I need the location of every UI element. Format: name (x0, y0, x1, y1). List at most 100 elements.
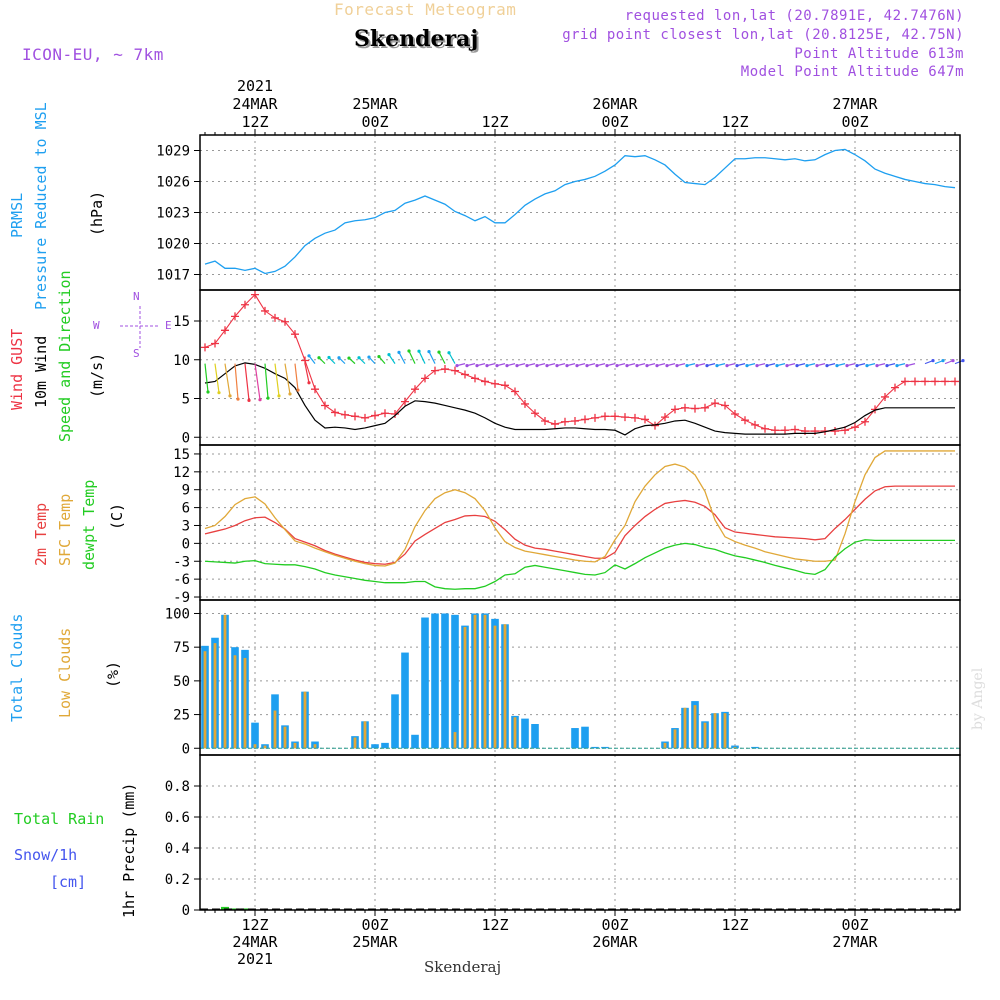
wind-arrow-head (931, 359, 935, 363)
wind-arrow-head (247, 398, 251, 402)
wind-arrow-head (357, 356, 361, 360)
wind-arrow-head (735, 364, 739, 368)
wind-arrow-head (277, 394, 281, 398)
bar-low-clouds (213, 643, 217, 749)
y-tick-label: 1023 (156, 206, 190, 222)
gust-marker (851, 423, 859, 432)
label-pressure-msl: Pressure Reduced to MSL (32, 102, 50, 310)
wind-arrow-head (317, 356, 321, 360)
panel-frame-wind (199, 289, 961, 446)
wind-arrow-head (296, 388, 300, 392)
time-label-top: 12Z (721, 113, 748, 131)
bar-total-clouds (381, 742, 389, 749)
wind-arrow-head (327, 355, 331, 360)
bar-total-clouds (571, 728, 579, 749)
panel-frame-temp (199, 444, 961, 601)
wind-arrow-head (745, 364, 749, 368)
wind-direction-arrow (214, 363, 220, 393)
wind-arrow-head (575, 364, 579, 368)
time-label-top: 00Z (361, 113, 388, 131)
gust-marker (251, 290, 259, 299)
bar-low-clouds (493, 625, 497, 749)
y-tick-label: 15 (173, 447, 190, 463)
label-sfc-temp: SFC Temp (56, 493, 74, 566)
bar-total-clouds (441, 613, 449, 749)
wind-arrow-head (951, 359, 955, 363)
wind-arrow-head (695, 364, 699, 368)
gust-marker (571, 416, 579, 425)
wind-direction-arrow (388, 354, 396, 364)
time-label-bottom: 00Z (361, 916, 388, 934)
bar-low-clouds (663, 742, 667, 749)
wind-direction-arrow (234, 363, 239, 400)
bar-total-clouds (591, 746, 599, 749)
wind-arrow-head (605, 364, 609, 368)
wind-arrow-head (765, 364, 769, 368)
bar-low-clouds (363, 721, 367, 749)
bar-total-clouds (451, 614, 459, 749)
bar-low-clouds (453, 732, 457, 749)
gust-marker (941, 377, 949, 386)
time-label-top: 12Z (241, 113, 268, 131)
wind-arrow-head (775, 364, 779, 368)
label-prmsl: PRMSL (8, 192, 26, 238)
compass-south: S (133, 347, 140, 360)
gust-marker (711, 399, 719, 408)
gust-marker (271, 313, 279, 322)
label-10m-wind: 10m Wind (32, 335, 50, 408)
gust-marker (431, 366, 439, 375)
wind-arrow-head (961, 359, 965, 363)
time-label-top: 00Z (601, 113, 628, 131)
time-label-top: 24MAR (232, 95, 278, 113)
gust-marker (361, 413, 369, 422)
series-line-dewpt-temp (204, 539, 955, 590)
wind-arrow-head (685, 364, 689, 368)
bar-low-clouds (723, 713, 727, 749)
gust-marker (921, 377, 929, 386)
gust-marker (231, 312, 239, 321)
time-label-bottom: 2021 (237, 950, 273, 968)
gust-marker (371, 411, 379, 420)
wind-arrow-head (417, 349, 421, 353)
bar-total-clouds (421, 617, 429, 749)
gust-marker (521, 399, 529, 408)
y-tick-label: 10 (173, 353, 190, 369)
y-tick-label: -6 (173, 572, 190, 588)
gust-marker (391, 410, 399, 418)
wind-arrow-head (387, 353, 391, 357)
gust-marker (611, 412, 619, 421)
gust-marker (741, 416, 749, 425)
wind-arrow-head (427, 349, 431, 354)
wind-arrow-head (865, 364, 869, 368)
bar-total-clouds (531, 724, 539, 749)
model-name: ICON-EU, ~ 7km (22, 45, 164, 64)
gust-marker (891, 383, 899, 392)
wind-arrow-head (337, 356, 341, 360)
footer-location: Skenderaj (424, 958, 502, 976)
y-tick-label: 0.8 (165, 779, 190, 795)
label-wind-gust: Wind GUST (8, 328, 26, 410)
gust-marker (751, 420, 759, 429)
wind-arrow-head (805, 364, 809, 368)
time-label-top: 12Z (481, 113, 508, 131)
wind-arrow-head (505, 364, 509, 368)
y-tick-label: 1029 (156, 144, 190, 160)
y-tick-label: 0 (182, 741, 190, 757)
time-label-bottom: 12Z (481, 916, 508, 934)
gust-marker (601, 412, 609, 421)
wind-arrow-head (655, 364, 659, 368)
wind-arrow-head (875, 364, 879, 368)
gust-marker (861, 417, 869, 426)
label-precip-axis: 1hr Precip (mm) (120, 782, 138, 918)
gust-marker (561, 417, 569, 426)
gust-marker (311, 385, 319, 394)
wind-arrow-head (555, 364, 559, 368)
y-tick-label: 0 (182, 430, 190, 446)
gust-marker (771, 426, 779, 435)
wind-arrow-head (675, 364, 679, 368)
wind-direction-arrow (254, 363, 261, 400)
wind-arrow-head (495, 364, 499, 368)
location-title: Skenderaj (354, 26, 479, 52)
bar-low-clouds (463, 626, 467, 749)
time-label-top: 25MAR (352, 95, 398, 113)
